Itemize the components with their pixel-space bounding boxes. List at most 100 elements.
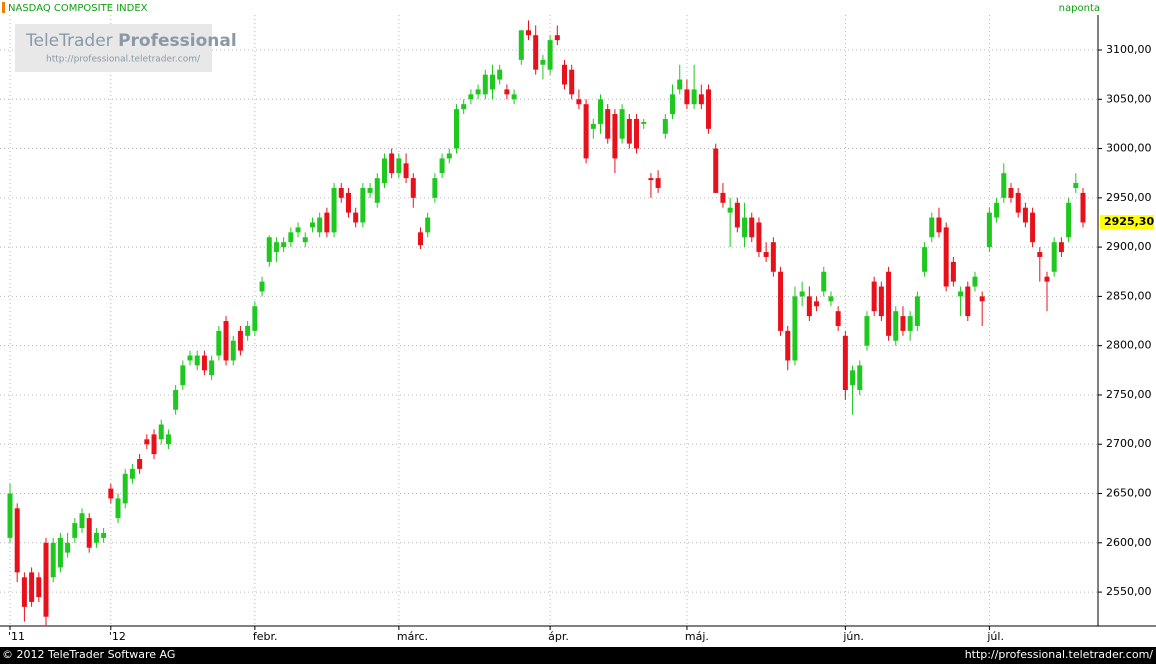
- y-tick-label: 2750,00: [1106, 388, 1152, 401]
- candle-body: [850, 370, 856, 386]
- candle-body: [1080, 192, 1086, 223]
- candle-body: [374, 178, 380, 203]
- candle-body: [943, 227, 949, 287]
- title-marker: [2, 2, 5, 13]
- candle-body: [1008, 187, 1014, 198]
- last-price-label: 2925,30: [1104, 215, 1154, 228]
- candle-body: [504, 89, 510, 95]
- candle-body: [821, 271, 827, 292]
- candle-body: [65, 542, 71, 553]
- candle-body: [727, 207, 733, 213]
- candle-body: [14, 508, 20, 573]
- y-tick-label: 3100,00: [1106, 43, 1152, 56]
- candle-body: [245, 325, 251, 336]
- candle-body: [871, 281, 877, 312]
- candle-body: [986, 212, 992, 248]
- candle-body: [1015, 192, 1021, 213]
- candle-body: [922, 247, 928, 272]
- candle-body: [1058, 242, 1064, 253]
- candle-body: [79, 513, 85, 529]
- candle-body: [749, 217, 755, 238]
- candle-body: [929, 217, 935, 238]
- candle-body: [151, 434, 157, 455]
- candle-body: [115, 498, 121, 519]
- candles: [7, 20, 1086, 627]
- candle-body: [259, 281, 265, 292]
- candle-body: [266, 237, 272, 262]
- chart-title: NASDAQ COMPOSITE INDEX: [8, 3, 148, 14]
- candle-body: [173, 390, 179, 410]
- candle-body: [29, 572, 35, 602]
- candle-body: [914, 296, 920, 326]
- candle-body: [864, 316, 870, 346]
- candle-body: [201, 355, 207, 371]
- candle-body: [50, 542, 56, 578]
- candle-body: [7, 493, 13, 538]
- candle-body: [828, 296, 834, 302]
- candle-body: [439, 158, 445, 174]
- candle-body: [410, 178, 416, 198]
- candle-body: [475, 89, 481, 95]
- logo-word: TeleTrader: [25, 31, 113, 51]
- candle-body: [1066, 202, 1072, 238]
- candle-body: [835, 311, 841, 326]
- candle-body: [446, 153, 452, 159]
- candle-body: [252, 306, 258, 331]
- candle-body: [223, 321, 229, 361]
- candle-body: [367, 187, 373, 193]
- candle-body: [576, 99, 582, 105]
- x-tick-label: máj.: [685, 630, 709, 643]
- x-tick-label: márc.: [397, 630, 428, 643]
- candle-body: [281, 242, 287, 248]
- candle-body: [165, 434, 171, 445]
- price-axis: [1098, 15, 1156, 626]
- candle-body: [230, 340, 236, 361]
- candle-body: [389, 153, 395, 174]
- candle-body: [533, 35, 539, 70]
- candle-body: [1022, 207, 1028, 223]
- logo-word: Professional: [118, 31, 237, 51]
- candle-body: [453, 109, 459, 149]
- candle-body: [1044, 276, 1050, 282]
- candle-body: [785, 330, 791, 361]
- title-bar: [0, 0, 1156, 15]
- candle-body: [590, 123, 596, 129]
- candle-body: [360, 187, 366, 223]
- candle-body: [381, 158, 387, 184]
- candle-body: [878, 286, 884, 317]
- candle-body: [273, 242, 279, 253]
- candle-body: [57, 537, 63, 568]
- candle-body: [331, 187, 337, 233]
- candle-body: [324, 212, 330, 233]
- candle-body: [742, 217, 748, 238]
- candle-body: [598, 99, 604, 124]
- candle-body: [187, 355, 193, 361]
- candle-body: [468, 94, 474, 100]
- y-tick-label: 2950,00: [1106, 191, 1152, 204]
- candle-body: [396, 158, 402, 174]
- candle-body: [994, 202, 1000, 218]
- candle-body: [295, 227, 301, 233]
- candle-body: [662, 118, 668, 134]
- candle-body: [1051, 242, 1057, 272]
- x-tick-label: febr.: [253, 630, 278, 643]
- x-tick-label: júl.: [986, 630, 1004, 643]
- candle-body: [641, 121, 647, 124]
- x-tick-label: '11: [8, 630, 25, 643]
- y-tick-label: 2800,00: [1106, 339, 1152, 352]
- candle-body: [900, 316, 906, 331]
- candle-body: [778, 271, 784, 331]
- candle-body: [1073, 183, 1079, 188]
- candle-body: [770, 242, 776, 272]
- candle-body: [842, 335, 848, 391]
- candle-body: [965, 286, 971, 317]
- candle-body: [857, 365, 863, 391]
- candle-body: [706, 89, 712, 129]
- candle-body: [43, 542, 49, 617]
- candle-body: [317, 217, 323, 233]
- y-tick-label: 2550,00: [1106, 585, 1152, 598]
- copyright: © 2012 TeleTrader Software AG: [2, 648, 175, 661]
- candle-body: [605, 109, 611, 139]
- x-tick-label: ápr.: [548, 630, 569, 643]
- candle-body: [180, 365, 186, 386]
